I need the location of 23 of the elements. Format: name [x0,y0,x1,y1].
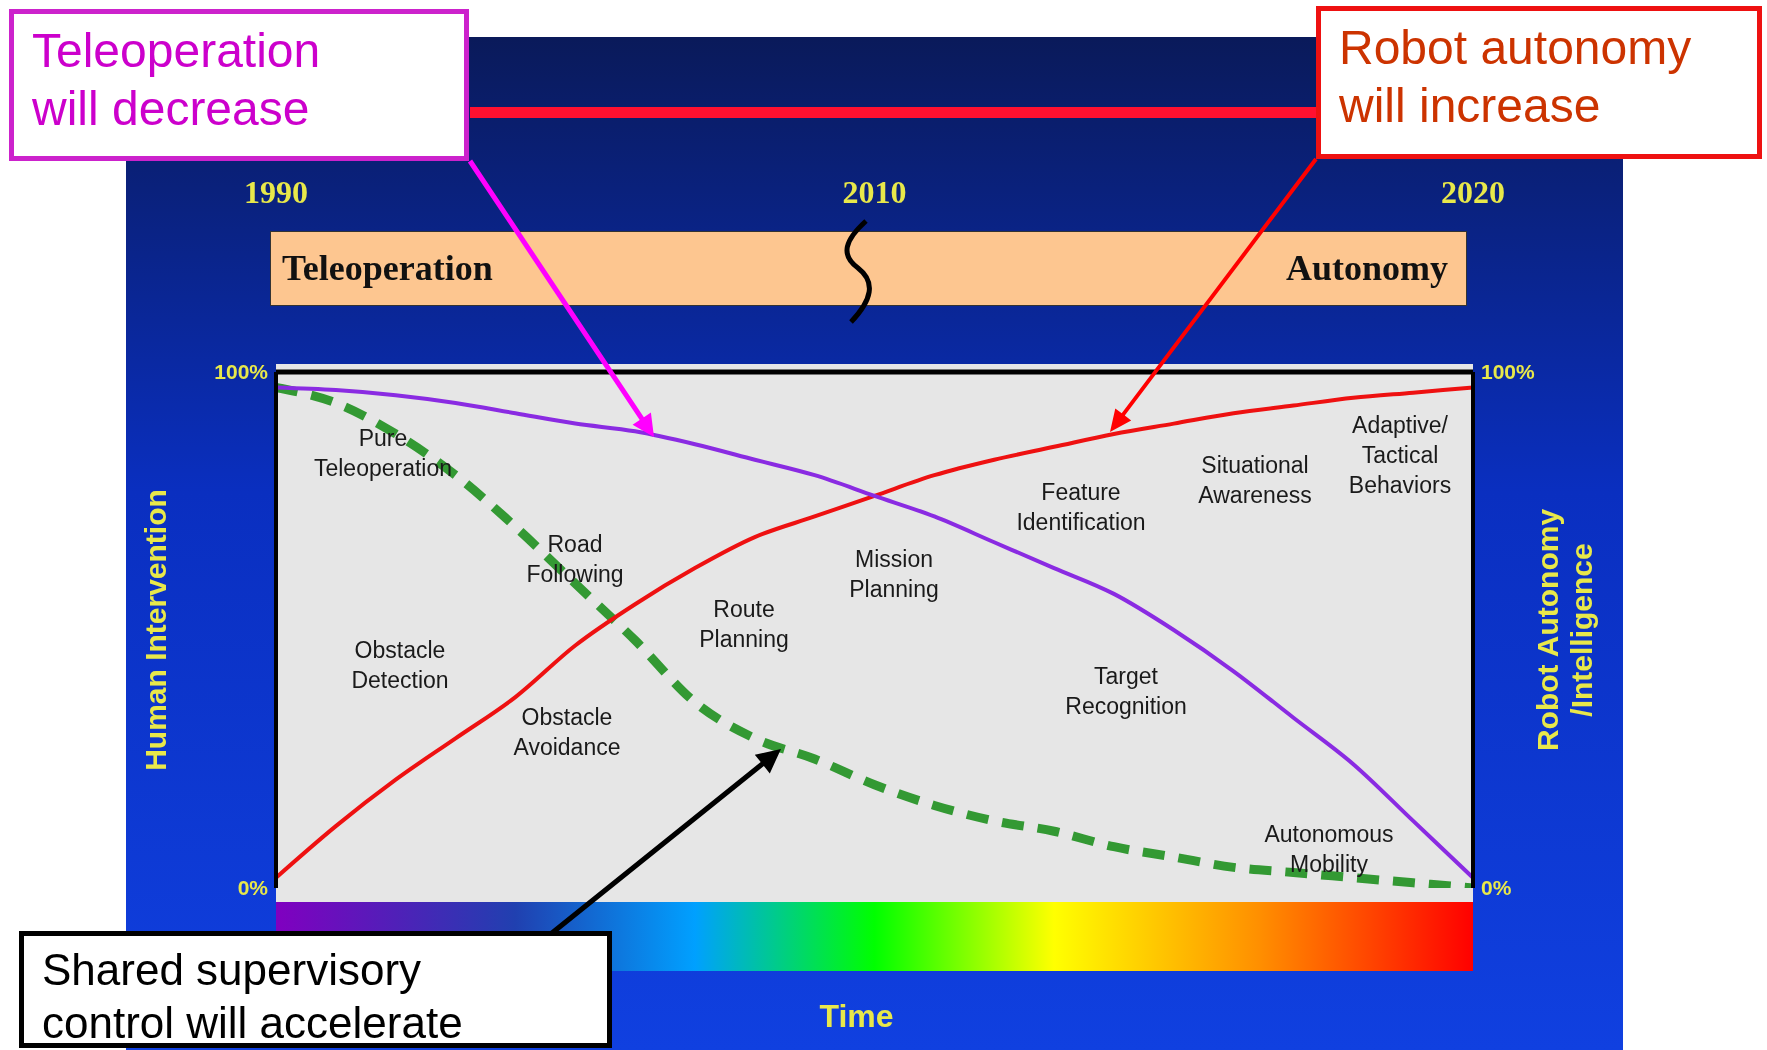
text: Teleoperation [282,248,493,288]
annotation: Target Recognition [1065,662,1187,721]
annotation: Road Following [526,530,624,589]
annotation: Obstacle Detection [351,636,449,695]
y2-tick-label: 0% [1481,876,1512,900]
text: Shared supervisory control will accelerate [42,944,464,1049]
annotation: Autonomous Mobility [1264,820,1394,879]
annotation: Obstacle Avoidance [513,703,621,762]
annotation: Adaptive/ Tactical Behaviors [1348,411,1452,500]
x-tick-label: 1990 [244,174,308,210]
y-axis-title: Human Intervention [139,489,172,771]
x-tick-label: 2020 [1441,174,1505,210]
text: Autonomy [1285,248,1448,288]
y2-axis-title: Robot Autonomy /Intelligence [1530,507,1599,754]
text: Robot autonomy will increase [1339,20,1693,134]
text: Teleoperation will decrease [32,23,322,137]
y2-tick-label: 100% [1481,360,1536,384]
x-tick-label: 2010 [842,174,907,210]
x-axis-title: Time [819,998,894,1034]
annotation: Feature Identification [1016,478,1146,537]
annotation: Situational Awareness [1198,451,1312,510]
annotation: Mission Planning [849,545,939,604]
annotation: Route Planning [699,595,789,654]
